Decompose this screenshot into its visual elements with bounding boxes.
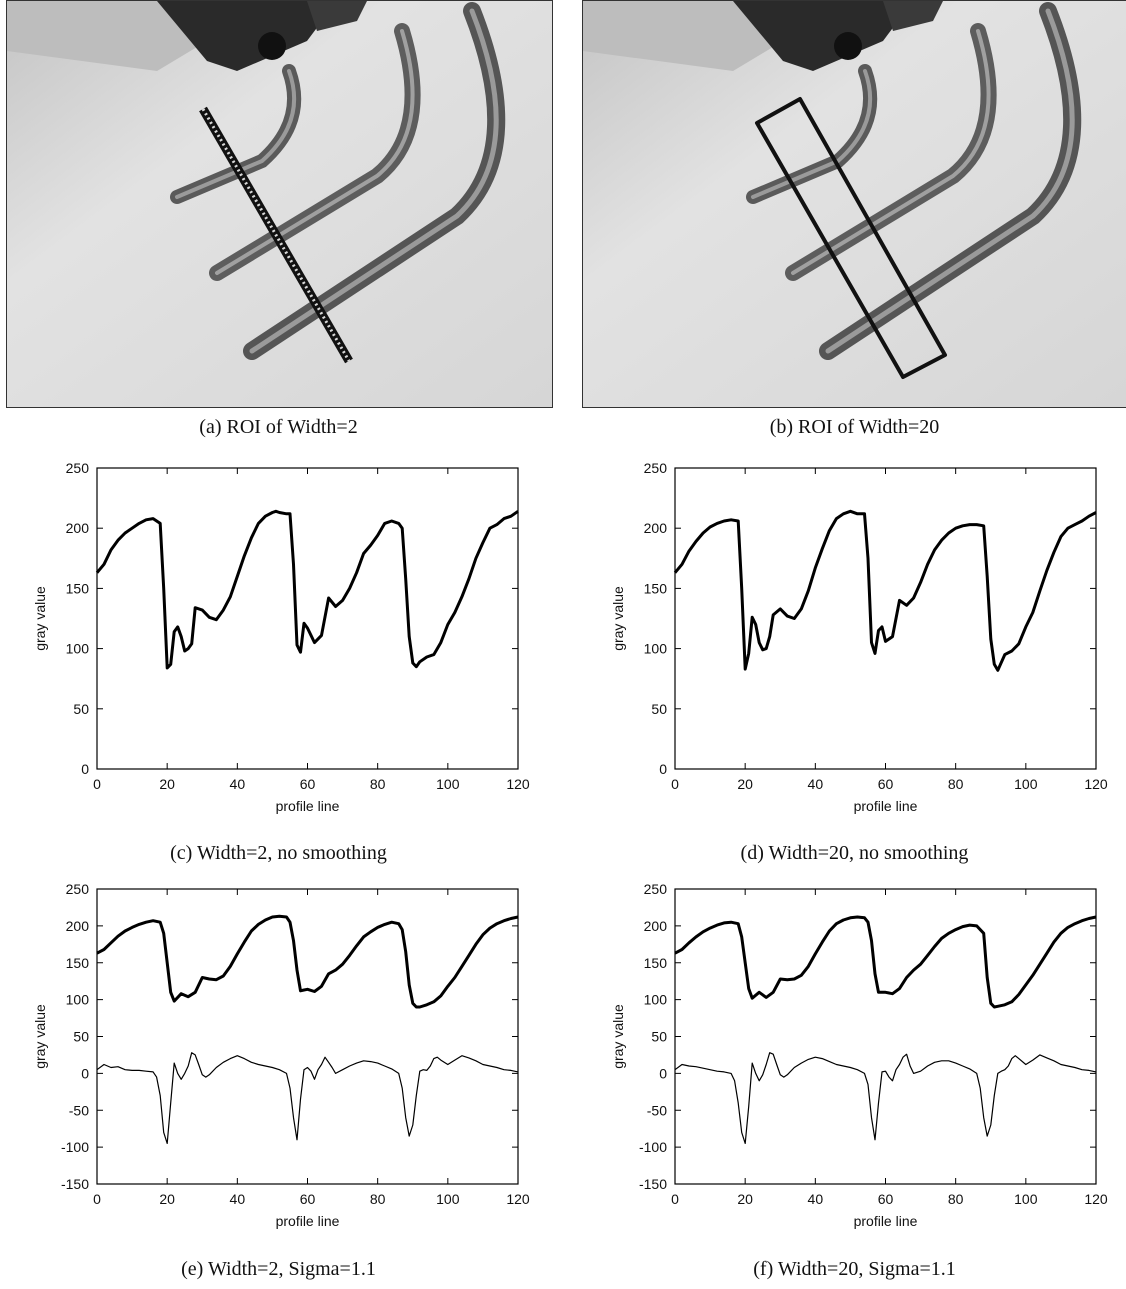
x-tick-label: 20 (737, 1191, 753, 1207)
x-tick-label: 100 (1014, 776, 1038, 792)
x-tick-label: 20 (159, 776, 175, 792)
plot-frame (674, 467, 1097, 770)
x-tick-label: 100 (436, 1191, 460, 1207)
y-axis-label: gray value (32, 1004, 48, 1069)
plot-frame (96, 888, 519, 1185)
x-tick-label: 40 (808, 776, 824, 792)
y-tick-label: 0 (659, 761, 667, 777)
y-tick-label: 150 (66, 955, 90, 971)
y-tick-label: -150 (639, 1176, 667, 1192)
y-tick-label: 200 (66, 520, 90, 536)
gray-profile-line (95, 509, 519, 670)
x-tick-label: 20 (737, 776, 753, 792)
x-tick-label: 100 (1014, 1191, 1038, 1207)
plot-frame (96, 467, 519, 770)
x-tick-label: 20 (159, 1191, 175, 1207)
gray-profile-line (673, 509, 1097, 672)
x-axis-label: profile line (854, 1213, 918, 1229)
x-tick-label: 40 (808, 1191, 824, 1207)
y-tick-label: 250 (644, 881, 668, 897)
y-tick-label: 200 (644, 918, 668, 934)
x-tick-label: 80 (948, 776, 964, 792)
y-tick-label: -50 (69, 1102, 89, 1118)
y-tick-label: 200 (644, 520, 668, 536)
y-tick-label: 100 (644, 641, 668, 657)
x-tick-label: 120 (1084, 1191, 1108, 1207)
caption-e: (e) Width=2, Sigma=1.1 (181, 1258, 376, 1280)
caption-d: (d) Width=20, no smoothing (740, 842, 969, 864)
y-tick-label: -50 (647, 1102, 667, 1118)
y-axis-label: gray value (610, 586, 626, 651)
y-tick-label: 50 (651, 1029, 667, 1045)
caption-a: (a) ROI of Width=2 (199, 416, 358, 438)
photo-roi-width-2 (6, 0, 553, 408)
x-tick-label: 0 (671, 1191, 679, 1207)
x-tick-label: 0 (93, 776, 101, 792)
gray-profile-line (96, 914, 519, 1009)
y-tick-label: 150 (66, 580, 90, 596)
y-tick-label: 50 (73, 1029, 89, 1045)
x-tick-label: 80 (370, 1191, 386, 1207)
x-tick-label: 60 (300, 1191, 316, 1207)
y-tick-label: 100 (66, 992, 90, 1008)
caption-f: (f) Width=20, Sigma=1.1 (753, 1258, 956, 1280)
photo-roi-width-20 (582, 0, 1126, 408)
y-tick-label: 50 (651, 701, 667, 717)
x-axis-label: profile line (276, 1213, 340, 1229)
caption-b: (b) ROI of Width=20 (769, 416, 940, 438)
plot-f: 0 20 40 60 80 100 120 -150 -100 -50 0 50 100 150 200 25… (578, 881, 1123, 1251)
y-tick-label: 100 (644, 992, 668, 1008)
y-tick-label: 0 (81, 761, 89, 777)
y-tick-label: 250 (644, 460, 668, 476)
y-axis-label: gray value (32, 586, 48, 651)
x-tick-label: 40 (230, 776, 246, 792)
x-tick-label: 100 (436, 776, 460, 792)
x-tick-label: 60 (878, 1191, 894, 1207)
y-tick-label: 150 (644, 955, 668, 971)
x-tick-label: 40 (230, 1191, 246, 1207)
y-tick-label: -100 (61, 1139, 89, 1155)
plot-d: 0 20 40 60 80 100 120 0 50 100 150 200 250 profile li… (578, 460, 1123, 833)
derivative-line (674, 1052, 1097, 1144)
x-tick-label: 60 (878, 776, 894, 792)
x-axis-label: profile line (854, 798, 918, 814)
y-tick-label: 250 (66, 460, 90, 476)
plot-e: 0 20 40 60 80 100 120 -150 -100 -50 0 50 100 150 200 25… (0, 881, 545, 1251)
y-tick-label: 0 (659, 1065, 667, 1081)
x-tick-label: 120 (506, 776, 530, 792)
y-tick-label: 200 (66, 918, 90, 934)
gray-profile-line (674, 915, 1097, 1009)
x-tick-label: 60 (300, 776, 316, 792)
y-axis-label: gray value (610, 1004, 626, 1069)
plot-c: 0 20 40 60 80 100 120 0 50 100 150 200 250 profile li… (0, 460, 545, 833)
x-axis-label: profile line (276, 798, 340, 814)
y-tick-label: 50 (73, 701, 89, 717)
x-tick-label: 0 (93, 1191, 101, 1207)
x-tick-label: 80 (370, 776, 386, 792)
y-tick-label: -100 (639, 1139, 667, 1155)
derivative-line (96, 1052, 519, 1144)
x-tick-label: 120 (506, 1191, 530, 1207)
caption-c: (c) Width=2, no smoothing (170, 842, 387, 864)
x-tick-label: 0 (671, 776, 679, 792)
x-tick-label: 80 (948, 1191, 964, 1207)
y-tick-label: 250 (66, 881, 90, 897)
y-tick-label: -150 (61, 1176, 89, 1192)
y-tick-label: 150 (644, 580, 668, 596)
y-tick-label: 0 (81, 1065, 89, 1081)
plot-frame (674, 888, 1097, 1185)
y-tick-label: 100 (66, 641, 90, 657)
x-tick-label: 120 (1084, 776, 1108, 792)
